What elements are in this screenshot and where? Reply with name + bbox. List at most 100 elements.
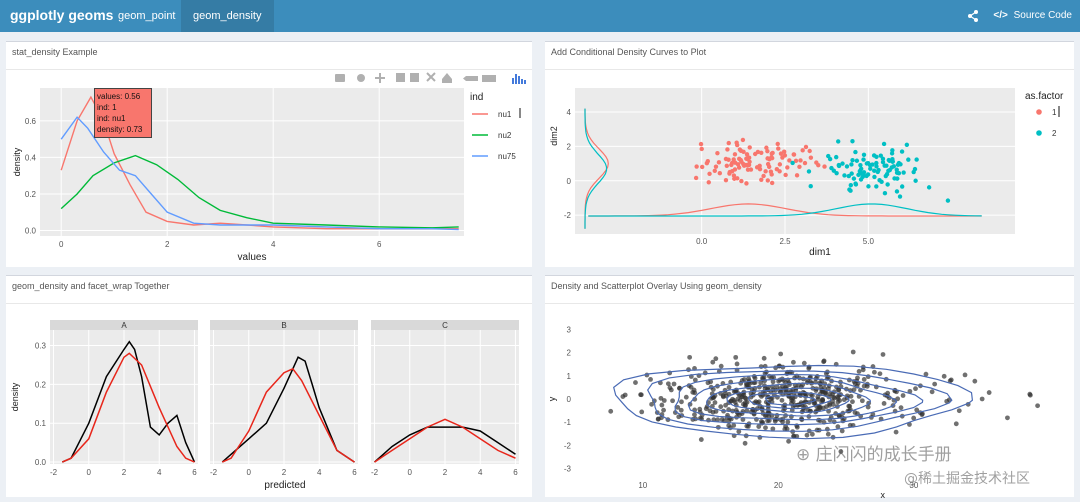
scatter-point (887, 167, 892, 173)
x-tick-label: 10 (638, 481, 647, 490)
facet-density-line (221, 356, 355, 463)
x-tick-label: 0 (408, 468, 413, 477)
scatter-point (743, 396, 749, 401)
scatter-point (776, 146, 781, 151)
source-code-link[interactable]: </> Source Code (993, 0, 1072, 32)
scatter-point (809, 393, 815, 399)
facet-strip (50, 320, 198, 330)
scatter-point (870, 162, 875, 167)
scatter-point (800, 148, 805, 153)
scatter-point (724, 163, 730, 169)
plotly-modebar (332, 70, 532, 86)
density-chart[interactable]: 0 2 4 6 0.0 0.2 0.4 0.6 values density ind nu1 nu2 nu… (6, 42, 532, 268)
scatter-point (753, 399, 759, 405)
scatter-point (761, 355, 767, 361)
y-tick-label: -2 (564, 211, 572, 220)
density-contour (613, 364, 974, 440)
scatter-point (768, 169, 774, 174)
scatter-point (670, 398, 675, 404)
scatter-point (758, 364, 764, 370)
scatter-point (827, 156, 833, 162)
scatter-point (941, 373, 947, 379)
share-icon[interactable] (966, 0, 980, 32)
scatter-point (898, 162, 903, 167)
scatter-point (778, 351, 784, 357)
scatter-point (872, 168, 877, 173)
scatter-point (707, 171, 712, 176)
scatter-point (761, 374, 767, 380)
navbar: ggplotly geoms geom_point geom_density <… (0, 0, 1080, 32)
scatter-point (798, 158, 803, 163)
scatter-point (759, 150, 764, 155)
scatter-point (835, 399, 841, 405)
marginal-density-x (588, 203, 982, 217)
scatter-point (807, 375, 813, 381)
scatter-point (711, 395, 717, 401)
facet-density-chart[interactable]: A -2 0 2 4 6 0.0 0.1 0.2 0.3 B -2 0 2 4 6 C -2 0 2 4 6 predict… (6, 276, 532, 498)
scatter-point (744, 181, 749, 186)
y-tick-label: 4 (567, 108, 572, 117)
x-tick-label: 30 (909, 481, 918, 490)
scatter-point (732, 152, 738, 157)
scatter-point (790, 395, 796, 401)
scatter-point (848, 182, 854, 188)
tab-geom-point[interactable]: geom_point (118, 10, 176, 22)
density-contour (687, 377, 898, 421)
y-tick-label: 3 (567, 325, 572, 334)
scatter-point (712, 168, 717, 173)
scatter-point (856, 172, 861, 178)
app-brand[interactable]: ggplotly geoms (10, 7, 114, 23)
scatter-point (757, 163, 762, 168)
y-tick-label: 0.3 (35, 342, 47, 351)
scatter-point (785, 419, 791, 425)
tab-geom-density[interactable]: geom_density (181, 0, 274, 32)
scatter-point (880, 352, 886, 357)
scatter-point (851, 176, 857, 181)
x-tick-label: 6 (192, 468, 197, 477)
scatter-point (852, 410, 858, 415)
scatter-point (676, 414, 682, 420)
x-tick-label: 6 (513, 468, 518, 477)
x-tick-label: 0.0 (696, 237, 708, 246)
scatter-point (790, 160, 795, 166)
scatter-point (672, 410, 678, 415)
scatter-point (892, 176, 897, 181)
scatter-point (842, 173, 847, 178)
scatter-point (699, 146, 704, 152)
x-tick-label: 0 (247, 468, 252, 477)
scatter-point (887, 158, 892, 164)
scatter-point (729, 162, 734, 168)
scatter-point (710, 409, 716, 415)
scatter-point (865, 404, 871, 410)
scatter-point (751, 374, 757, 379)
conditional-density-chart[interactable]: 0.0 2.5 5.0 -2 0 2 4 dim1 dim2 as.factor 1 2 (545, 42, 1074, 268)
scatter-point (861, 152, 867, 157)
scatter-point (880, 156, 886, 162)
y-tick-label: 0.4 (25, 153, 37, 162)
scatter-point (853, 149, 858, 155)
scatter-point (747, 159, 752, 165)
scatter-point (771, 374, 777, 380)
modebar-icons[interactable] (332, 70, 532, 86)
panel-title: geom_density and facet_wrap Together (12, 281, 170, 291)
legend-cursor (1058, 106, 1060, 117)
y-tick-label: -2 (564, 441, 572, 450)
scatter-point (620, 394, 626, 399)
panel-stat-density: stat_density Example 0 2 4 6 0.0 0.2 0.4 0.6 val… (6, 41, 532, 267)
scatter-point (911, 169, 916, 175)
density-scatter-chart[interactable]: 10 20 30 -3 -2 -1 0 1 2 3 x y (545, 276, 1074, 498)
scatter-point (913, 386, 918, 392)
scatter-point (726, 384, 732, 390)
scatter-point (829, 165, 834, 171)
scatter-point (679, 399, 684, 405)
scatter-point (744, 382, 750, 388)
scatter-point (896, 171, 902, 176)
scatter-point (817, 404, 823, 410)
facet-density-line (374, 426, 516, 463)
scatter-point (649, 401, 655, 407)
legend-entry: nu75 (498, 152, 516, 161)
scatter-point (944, 398, 950, 404)
scatter-point (704, 161, 710, 166)
x-tick-label: 2 (122, 468, 127, 477)
y-tick-label: 0.6 (25, 117, 37, 126)
